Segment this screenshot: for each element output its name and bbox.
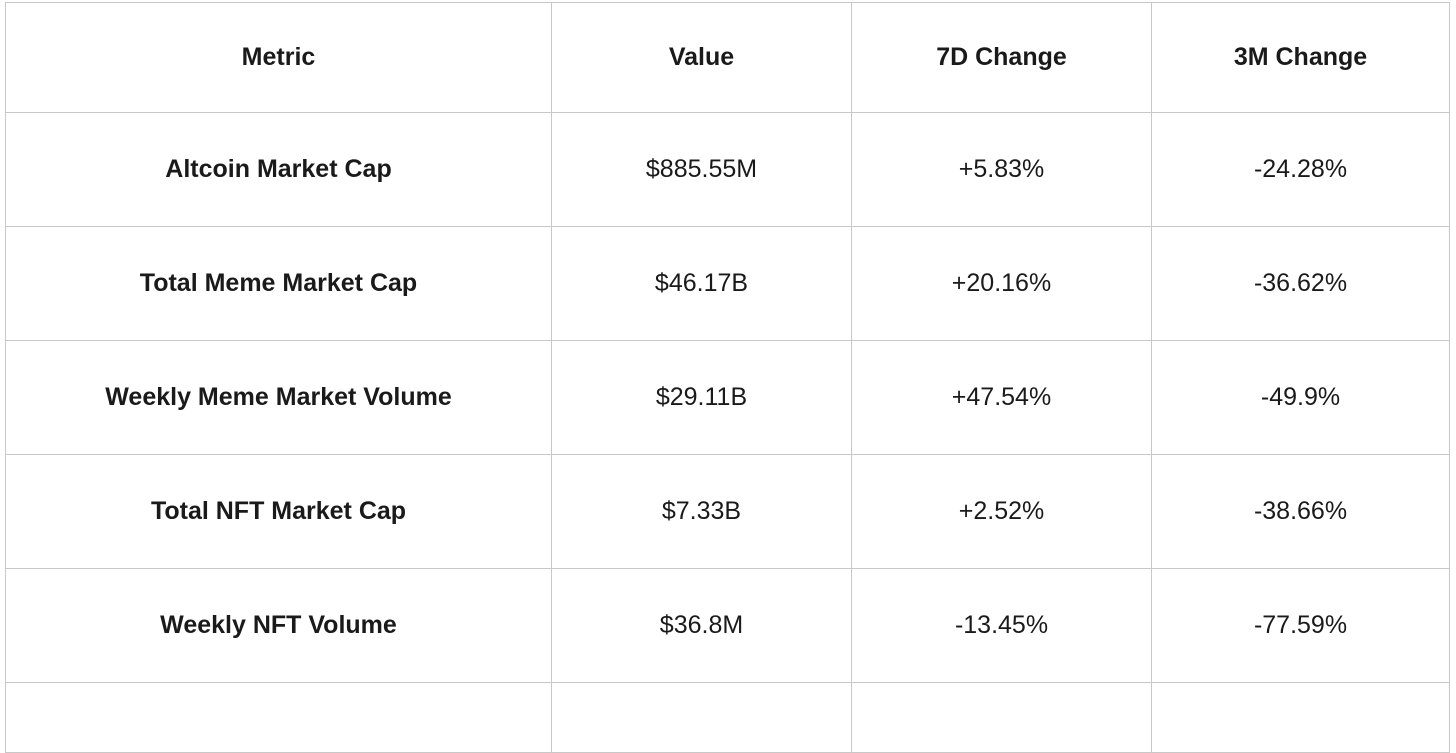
change-7d-cell: +2.52%	[851, 454, 1152, 569]
value-cell: $885.55M	[551, 112, 852, 227]
table-row-total-meme-market-cap: Total Meme Market Cap $46.17B +20.16% -3…	[5, 226, 1450, 341]
value-cell: $7.33B	[551, 454, 852, 569]
metric-cell: Total NFT Market Cap	[5, 454, 552, 569]
table-row-altcoin-market-cap: Altcoin Market Cap $885.55M +5.83% -24.2…	[5, 112, 1450, 227]
value-cell: $36.8M	[551, 568, 852, 683]
header-row: Metric Value 7D Change 3M Change	[5, 2, 1450, 113]
change-7d-cell: +20.16%	[851, 226, 1152, 341]
change-3m-cell: -36.62%	[1151, 226, 1450, 341]
metric-cell: Weekly NFT Volume	[5, 568, 552, 683]
value-cell-empty	[551, 682, 852, 753]
change-3m-cell: -77.59%	[1151, 568, 1450, 683]
column-header-7d-change: 7D Change	[851, 2, 1152, 113]
table-row-total-nft-market-cap: Total NFT Market Cap $7.33B +2.52% -38.6…	[5, 454, 1450, 569]
value-cell: $29.11B	[551, 340, 852, 455]
table-row-weekly-meme-market-volume: Weekly Meme Market Volume $29.11B +47.54…	[5, 340, 1450, 455]
change-7d-cell: -13.45%	[851, 568, 1152, 683]
table-row-weekly-nft-volume: Weekly NFT Volume $36.8M -13.45% -77.59%	[5, 568, 1450, 683]
table-row-partial-clipped	[5, 682, 1450, 753]
change-3m-cell: -38.66%	[1151, 454, 1450, 569]
change-3m-cell: -24.28%	[1151, 112, 1450, 227]
change-3m-cell: -49.9%	[1151, 340, 1450, 455]
market-metrics-table-container: Metric Value 7D Change 3M Change Altcoin…	[5, 2, 1450, 753]
metric-cell: Total Meme Market Cap	[5, 226, 552, 341]
column-header-3m-change: 3M Change	[1151, 2, 1450, 113]
change-7d-cell: +47.54%	[851, 340, 1152, 455]
metric-cell: Altcoin Market Cap	[5, 112, 552, 227]
metric-cell: Weekly Meme Market Volume	[5, 340, 552, 455]
value-cell: $46.17B	[551, 226, 852, 341]
change-3m-cell-empty	[1151, 682, 1450, 753]
change-7d-cell: +5.83%	[851, 112, 1152, 227]
change-7d-cell-empty	[851, 682, 1152, 753]
market-metrics-table: Metric Value 7D Change 3M Change Altcoin…	[5, 2, 1450, 753]
metric-cell-empty	[5, 682, 552, 753]
column-header-value: Value	[551, 2, 852, 113]
column-header-metric: Metric	[5, 2, 552, 113]
